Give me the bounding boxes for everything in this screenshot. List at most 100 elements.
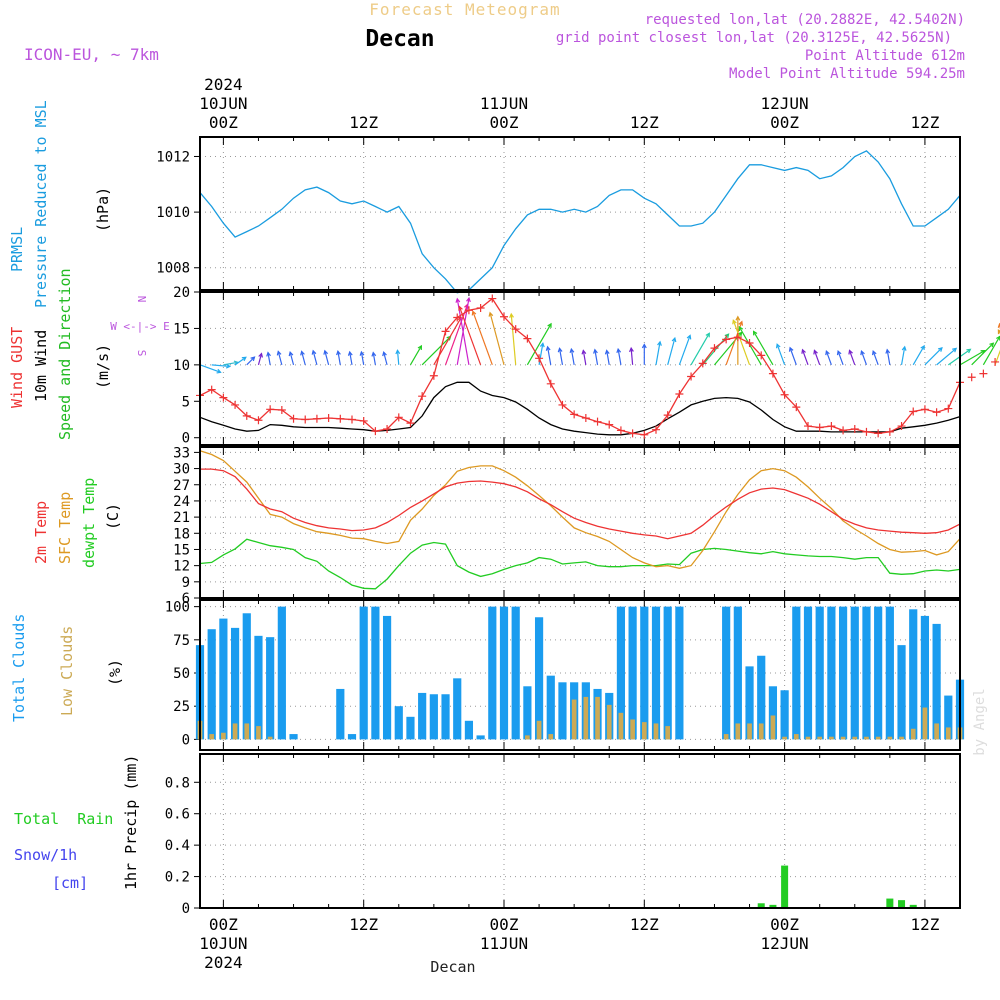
total-cloud-bar <box>523 686 532 740</box>
wind-arrow-head <box>657 340 662 346</box>
wind-arrow-shaft <box>421 336 451 366</box>
wind-arrow-head <box>813 349 818 355</box>
wind-arrow-shaft <box>538 343 544 365</box>
total-cloud-bar <box>862 606 871 740</box>
gust-marker <box>359 416 368 425</box>
temperature-ytick-label: 9 <box>182 575 190 591</box>
wind-direction-arrow <box>997 329 1000 335</box>
direction-label: Speed and Direction <box>56 268 74 440</box>
wind-ytick-label: 0 <box>182 431 190 447</box>
clouds-frame <box>199 599 961 751</box>
total-cloud-bar <box>722 606 731 740</box>
wind-arrow-head <box>952 347 958 353</box>
wind-arrow-shaft <box>667 337 676 366</box>
bottom-axis-label: 11JUN <box>480 934 528 953</box>
low-cloud-bar <box>665 726 671 740</box>
wind-arrow-head <box>382 350 387 357</box>
wind-arrow-shaft <box>558 348 564 365</box>
low-cloud-bar <box>875 736 881 740</box>
gust-marker <box>628 429 637 438</box>
wind-ytick-label: 10 <box>173 358 190 374</box>
wind-arrow-shaft <box>570 348 575 365</box>
wind-arrow-shaft <box>936 348 957 366</box>
low-cloud-bar <box>244 723 250 740</box>
wind-arrow-head <box>371 351 377 357</box>
wind-arrow-shaft <box>912 345 925 366</box>
gust-marker <box>605 420 614 429</box>
wind-arrow-head <box>300 350 305 356</box>
low-cloud-bar <box>840 736 846 740</box>
temperature-ytick-label: 33 <box>173 445 190 461</box>
wind-arrow-shaft <box>582 350 587 365</box>
wind-arrow-head <box>323 349 329 355</box>
top-axis-label: 12Z <box>349 113 378 132</box>
wind-arrow-shaft <box>267 352 271 365</box>
gust-marker <box>523 334 532 343</box>
gust-marker <box>546 379 555 388</box>
low-cloud-bar <box>723 734 729 740</box>
total-cloud-bar <box>558 682 567 740</box>
gust-marker <box>663 411 672 420</box>
wind-label: 10m Wind <box>32 330 50 402</box>
top-axis-label: 10JUN <box>199 94 247 113</box>
compass-west-east: W <-|-> E <box>110 320 170 333</box>
wind-direction-arrow <box>371 351 377 365</box>
compass-north: N <box>135 296 148 303</box>
low-cloud-bar <box>618 712 624 740</box>
total-cloud-bar <box>815 606 824 740</box>
wind-direction-arrow <box>775 343 786 366</box>
low-cloud-bar <box>922 707 928 740</box>
gust-marker <box>535 354 544 363</box>
wind-arrow-shaft <box>324 350 330 366</box>
temperature-ytick-label: 21 <box>173 510 190 526</box>
gust-marker <box>792 403 801 412</box>
wind-arrow-shaft <box>837 350 844 366</box>
wind-arrow-shaft <box>510 313 517 365</box>
low-cloud-bar <box>232 723 238 740</box>
low-cloud-bar <box>829 736 834 740</box>
precip-unit: 1hr Precip (mm) <box>122 755 140 890</box>
snow-unit-label: [cm] <box>52 874 88 892</box>
low-cloud-bar <box>805 736 811 740</box>
wind-arrow-head <box>901 345 907 351</box>
wind-arrow-head <box>860 349 865 356</box>
low-cloud-bar <box>747 723 752 740</box>
wind-direction-arrow <box>538 342 545 365</box>
wind-arrow-head <box>641 343 647 349</box>
wind-arrow-shaft <box>789 347 797 366</box>
low-cloud-bar <box>209 734 215 740</box>
wind-direction-arrow <box>300 350 306 366</box>
wind-arrow-head <box>825 349 830 356</box>
low-cloud-bar <box>606 704 612 740</box>
temperature-ytick-label: 18 <box>173 526 190 542</box>
wind-arrow-head <box>539 342 545 348</box>
wind-direction-arrow <box>359 350 365 365</box>
total-cloud-bar <box>511 606 520 740</box>
wind-arrow-shaft <box>971 342 994 366</box>
gust-marker <box>722 335 731 344</box>
wind-direction-arrow <box>199 364 222 374</box>
wind-direction-arrow <box>276 350 283 366</box>
wind-arrow-shaft <box>526 323 552 366</box>
wind-arrow-head <box>417 344 423 350</box>
low-cloud-bar <box>630 719 635 740</box>
wind-arrow-head <box>604 349 610 355</box>
wind-direction-arrow <box>509 312 517 365</box>
wind-direction-arrow <box>311 349 318 366</box>
wind-direction-arrow <box>900 345 907 365</box>
wind-arrow-shaft <box>223 361 238 366</box>
wind-arrow-shaft <box>732 320 751 366</box>
wind-arrow-shaft <box>349 351 353 365</box>
precip-panel-labels: Total Rain Snow/1h [cm] 1hr Precip (mm) <box>14 755 140 892</box>
gust-marker <box>266 405 275 414</box>
total-cloud-bar <box>792 606 801 740</box>
wind-direction-arrow <box>234 356 247 366</box>
low-cloud-bar <box>571 699 577 740</box>
gust-marker <box>804 422 812 431</box>
app-title: Forecast Meteogram <box>369 0 560 19</box>
gust-marker <box>383 424 392 433</box>
wind-arrow-shaft <box>606 350 610 365</box>
wind-arrow-shaft <box>199 364 221 373</box>
